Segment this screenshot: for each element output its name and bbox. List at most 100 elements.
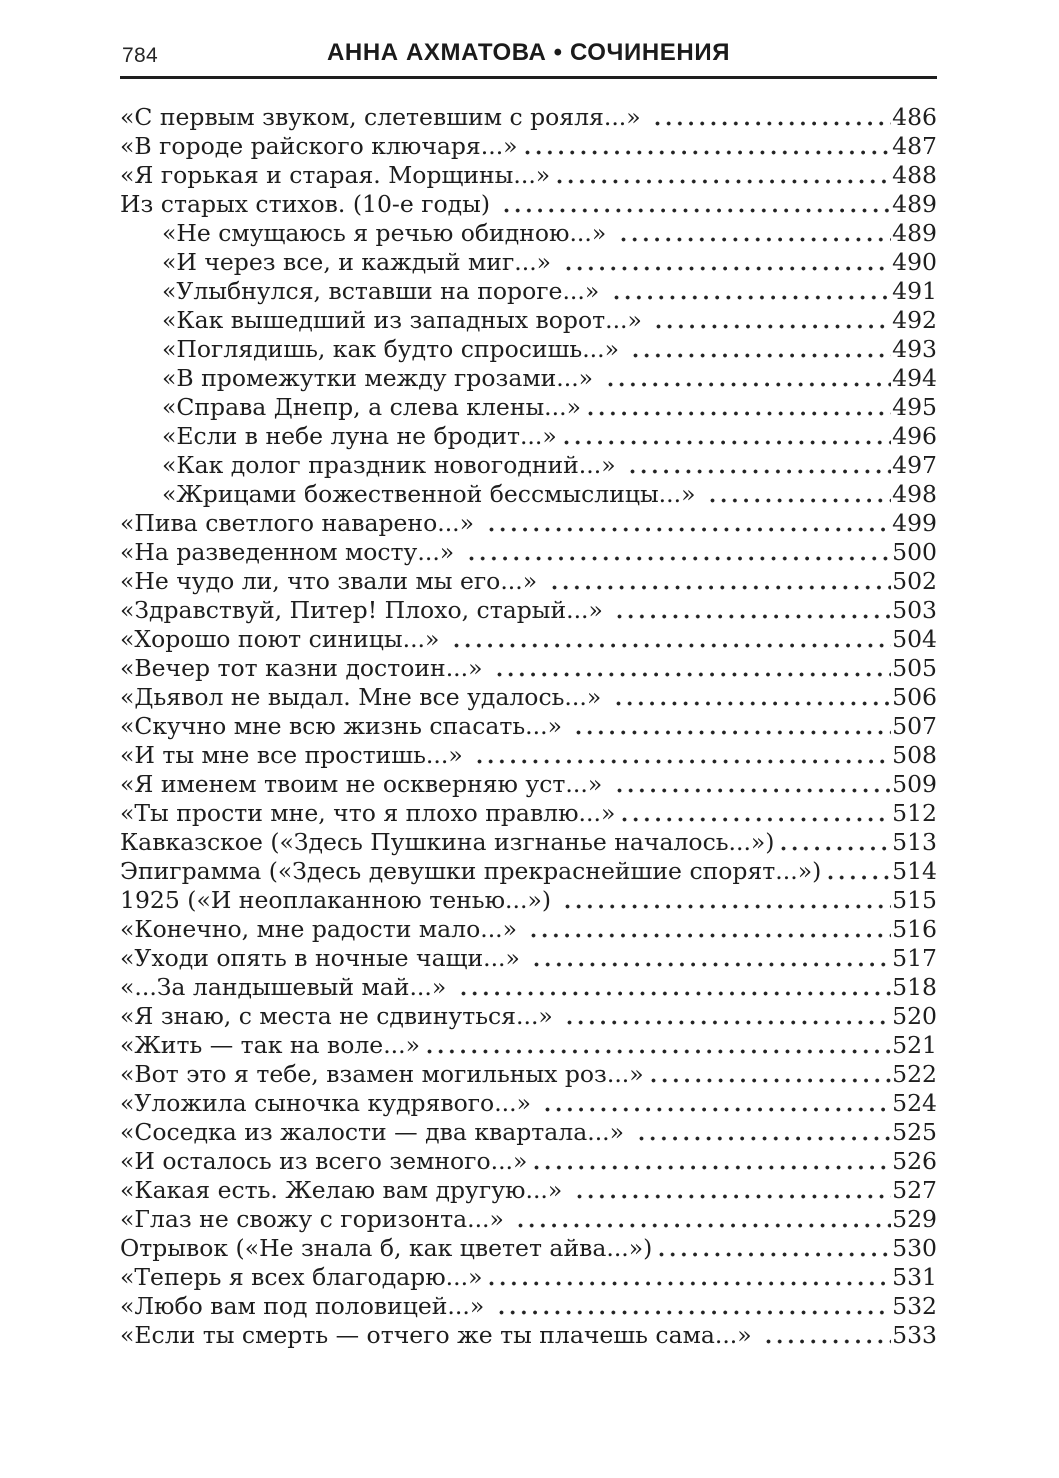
toc-entry-page: 506 <box>892 683 937 711</box>
toc-dot-leader <box>567 1020 892 1025</box>
toc-entry-title: «Скучно мне всю жизнь спасать...» <box>120 712 570 740</box>
toc-dot-leader <box>534 1165 892 1170</box>
toc-entry-page: 489 <box>892 190 937 218</box>
toc-entry: «Если ты смерть — отчего же ты плачешь с… <box>120 1321 937 1350</box>
toc-entry: «Вот это я тебе, взамен могильных роз...… <box>120 1060 937 1089</box>
toc-dot-leader <box>427 1049 892 1054</box>
toc-entry-title: «Глаз не свожу с горизонта...» <box>120 1205 512 1233</box>
toc-dot-leader <box>828 875 892 880</box>
toc-dot-leader <box>453 643 892 648</box>
toc-entry-title: Из старых стихов. (10-е годы) <box>120 190 498 218</box>
toc-entry-title: «Вот это я тебе, взамен могильных роз...… <box>120 1060 644 1088</box>
toc-entry-page: 531 <box>892 1263 937 1291</box>
toc-entry-title: «Как вышедший из западных ворот...» <box>162 306 650 334</box>
toc-entry-page: 515 <box>892 886 937 914</box>
toc-entry-page: 498 <box>892 480 937 508</box>
toc-entry: «В городе райского ключаря...» 487 <box>120 132 937 161</box>
toc-entry-title: «Хорошо поют синицы...» <box>120 625 447 653</box>
toc-entry-page: 502 <box>892 567 937 595</box>
toc-entry: «Вечер тот казни достоин...» 505 <box>120 654 937 683</box>
toc-entry: «Как долог праздник новогодний...» 497 <box>120 451 937 480</box>
running-head-title: АННА АХМАТОВА • СОЧИНЕНИЯ <box>326 39 731 66</box>
toc-entry: «Какая есть. Желаю вам другую...» 527 <box>120 1176 937 1205</box>
toc-entry-page: 533 <box>892 1321 937 1349</box>
toc-entry: «Соседка из жалости — два квартала...» 5… <box>120 1118 937 1147</box>
toc-dot-leader <box>622 817 892 822</box>
toc-entry-page: 514 <box>892 857 937 885</box>
toc-entry-title: «Я знаю, с места не сдвинуться...» <box>120 1002 561 1030</box>
toc-entry-page: 505 <box>892 654 937 682</box>
toc-entry-title: «В промежутки между грозами...» <box>162 364 601 392</box>
toc-dot-leader <box>460 991 892 996</box>
toc-entry: «И ты мне все простишь...» 508 <box>120 741 937 770</box>
toc-entry: «Как вышедший из западных ворот...» 492 <box>120 306 937 335</box>
toc-entry: 1925 («И неоплаканною тенью...») 515 <box>120 886 937 915</box>
toc-entry: «Справа Днепр, а слева клены...» 495 <box>120 393 937 422</box>
toc-entry-page: 522 <box>892 1060 937 1088</box>
toc-entry: «Уходи опять в ночные чащи...» 517 <box>120 944 937 973</box>
toc-entry-title: «Жить — так на воле...» <box>120 1031 420 1059</box>
toc-entry-title: Эпиграмма («Здесь девушки прекраснейшие … <box>120 857 822 885</box>
toc-entry: «Улыбнулся, вставши на пороге...» 491 <box>120 277 937 306</box>
toc-dot-leader <box>655 121 892 126</box>
toc-entry: «Если в небе луна не бродит...» 496 <box>120 422 937 451</box>
toc-dot-leader <box>650 1078 892 1083</box>
toc-entry-page: 509 <box>892 770 937 798</box>
toc-entry-page: 494 <box>892 364 937 392</box>
toc-entry: «Конечно, мне радости мало...» 516 <box>120 915 937 944</box>
toc-entry-title: «Уложила сыночка кудрявого...» <box>120 1089 539 1117</box>
toc-entry-title: Кавказское («Здесь Пушкина изгнанье нача… <box>120 828 775 856</box>
toc-entry-page: 500 <box>892 538 937 566</box>
toc-entry-page: 496 <box>892 422 937 450</box>
toc-entry-page: 488 <box>892 161 937 189</box>
toc-dot-leader <box>615 701 892 706</box>
toc-dot-leader <box>551 585 892 590</box>
toc-entry-page: 508 <box>892 741 937 769</box>
toc-entry-page: 530 <box>892 1234 937 1262</box>
toc-dot-leader <box>633 353 892 358</box>
toc-entry: «Дьявол не выдал. Мне все удалось...» 50… <box>120 683 937 712</box>
toc-entry-title: «Поглядишь, как будто спросишь...» <box>162 335 627 363</box>
toc-dot-leader <box>545 1107 892 1112</box>
toc-dot-leader <box>587 411 892 416</box>
toc-entry: «Уложила сыночка кудрявого...» 524 <box>120 1089 937 1118</box>
toc-dot-leader <box>613 295 892 300</box>
toc-entry-title: «Теперь я всех благодарю...» <box>120 1263 483 1291</box>
toc-entry: «Жрицами божественной бессмыслицы...» 49… <box>120 480 937 509</box>
toc-entry: «Я знаю, с места не сдвинуться...» 520 <box>120 1002 937 1031</box>
toc-entry-page: 495 <box>892 393 937 421</box>
toc-dot-leader <box>468 556 892 561</box>
toc-dot-leader <box>524 150 892 155</box>
toc-entry: «И осталось из всего земного...» 526 <box>120 1147 937 1176</box>
toc-dot-leader <box>766 1339 892 1344</box>
toc-entry-page: 518 <box>892 973 937 1001</box>
toc-entry-page: 527 <box>892 1176 937 1204</box>
toc-entry: «И через все, и каждый миг...» 490 <box>120 248 937 277</box>
toc-dot-leader <box>518 1223 892 1228</box>
toc-entry-title: «С первым звуком, слетевшим с рояля...» <box>120 103 649 131</box>
toc-entry: «Теперь я всех благодарю...» 531 <box>120 1263 937 1292</box>
toc-dot-leader <box>565 266 892 271</box>
toc-entry-page: 524 <box>892 1089 937 1117</box>
toc-dot-leader <box>656 324 892 329</box>
toc-dot-leader <box>709 498 892 503</box>
toc-entry-page: 512 <box>892 799 937 827</box>
toc-entry-title: «Если ты смерть — отчего же ты плачешь с… <box>120 1321 760 1349</box>
toc-entry-title: «Не смущаюсь я речью обидною...» <box>162 219 614 247</box>
toc-dot-leader <box>498 1310 892 1315</box>
toc-dot-leader <box>576 1194 892 1199</box>
toc-entry-title: «Если в небе луна не бродит...» <box>162 422 557 450</box>
toc-entry-page: 529 <box>892 1205 937 1233</box>
toc-entry-title: «И через все, и каждый миг...» <box>162 248 559 276</box>
toc-entry: «Не чудо ли, что звали мы его...» 502 <box>120 567 937 596</box>
toc-dot-leader <box>576 730 892 735</box>
toc-dot-leader <box>504 208 892 213</box>
page-number: 784 <box>122 44 158 67</box>
toc-dot-leader <box>659 1252 892 1257</box>
toc-entry: «Скучно мне всю жизнь спасать...» 507 <box>120 712 937 741</box>
toc-entry-title: «Вечер тот казни достоин...» <box>120 654 490 682</box>
toc-entry-title: «Конечно, мне радости мало...» <box>120 915 525 943</box>
toc-entry-title: «Дьявол не выдал. Мне все удалось...» <box>120 683 609 711</box>
toc-dot-leader <box>488 527 892 532</box>
